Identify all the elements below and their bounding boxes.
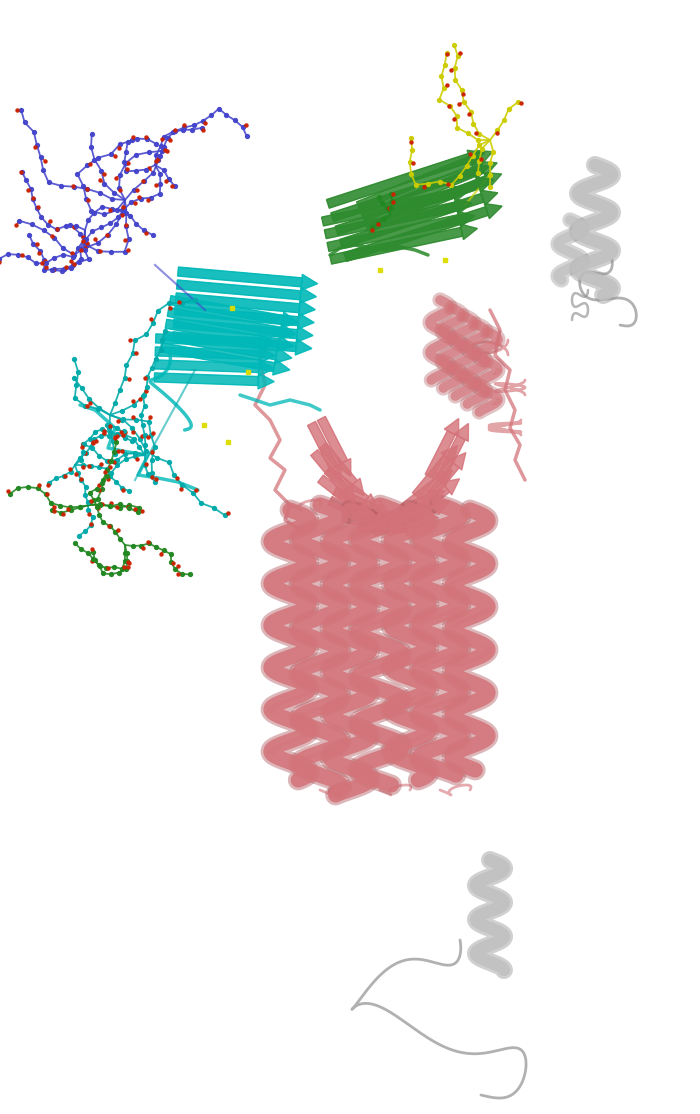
Polygon shape bbox=[298, 313, 314, 329]
Polygon shape bbox=[425, 431, 456, 478]
Polygon shape bbox=[258, 373, 274, 389]
Polygon shape bbox=[327, 215, 460, 252]
Polygon shape bbox=[471, 164, 489, 178]
Polygon shape bbox=[475, 150, 493, 165]
Polygon shape bbox=[452, 186, 469, 202]
Polygon shape bbox=[165, 320, 279, 348]
Polygon shape bbox=[460, 224, 477, 240]
Polygon shape bbox=[480, 190, 498, 205]
Polygon shape bbox=[167, 307, 281, 336]
Polygon shape bbox=[342, 512, 391, 532]
Polygon shape bbox=[155, 346, 260, 360]
Polygon shape bbox=[354, 502, 372, 518]
Polygon shape bbox=[307, 421, 338, 469]
Polygon shape bbox=[376, 505, 393, 519]
Polygon shape bbox=[412, 455, 451, 499]
Polygon shape bbox=[259, 348, 275, 363]
Polygon shape bbox=[317, 417, 348, 465]
Polygon shape bbox=[161, 343, 275, 372]
Polygon shape bbox=[324, 202, 457, 238]
Polygon shape bbox=[155, 360, 259, 372]
Polygon shape bbox=[174, 306, 299, 325]
Polygon shape bbox=[333, 487, 381, 516]
Polygon shape bbox=[441, 446, 457, 463]
Polygon shape bbox=[405, 485, 449, 522]
Polygon shape bbox=[389, 504, 438, 532]
Polygon shape bbox=[154, 373, 258, 385]
Polygon shape bbox=[277, 335, 294, 351]
Polygon shape bbox=[421, 462, 459, 506]
Polygon shape bbox=[163, 331, 277, 360]
Polygon shape bbox=[260, 334, 276, 350]
Polygon shape bbox=[300, 287, 316, 303]
Polygon shape bbox=[457, 212, 475, 227]
Polygon shape bbox=[418, 502, 435, 518]
Polygon shape bbox=[176, 293, 300, 313]
Polygon shape bbox=[326, 154, 471, 208]
Polygon shape bbox=[299, 301, 315, 316]
Polygon shape bbox=[432, 500, 450, 515]
Polygon shape bbox=[176, 280, 301, 300]
Polygon shape bbox=[344, 502, 394, 521]
Polygon shape bbox=[330, 227, 463, 264]
Polygon shape bbox=[273, 360, 290, 375]
Polygon shape bbox=[340, 486, 356, 502]
Polygon shape bbox=[373, 516, 423, 536]
Polygon shape bbox=[321, 189, 454, 226]
Polygon shape bbox=[476, 177, 494, 192]
Polygon shape bbox=[311, 450, 349, 494]
Polygon shape bbox=[358, 522, 407, 532]
Polygon shape bbox=[318, 476, 362, 512]
Polygon shape bbox=[454, 423, 468, 441]
Polygon shape bbox=[155, 334, 260, 346]
Polygon shape bbox=[348, 478, 364, 496]
Polygon shape bbox=[384, 494, 433, 522]
Polygon shape bbox=[427, 490, 445, 505]
Polygon shape bbox=[301, 274, 318, 291]
Polygon shape bbox=[178, 267, 302, 286]
Polygon shape bbox=[435, 470, 453, 486]
Polygon shape bbox=[484, 204, 502, 218]
Polygon shape bbox=[467, 150, 485, 166]
Polygon shape bbox=[371, 515, 389, 529]
Polygon shape bbox=[435, 436, 466, 483]
Polygon shape bbox=[358, 512, 407, 521]
Polygon shape bbox=[391, 509, 409, 525]
Polygon shape bbox=[335, 180, 480, 235]
Polygon shape bbox=[407, 519, 423, 536]
Polygon shape bbox=[480, 162, 497, 176]
Polygon shape bbox=[365, 176, 489, 233]
Polygon shape bbox=[407, 508, 423, 525]
Polygon shape bbox=[258, 360, 274, 377]
Polygon shape bbox=[449, 452, 466, 470]
Polygon shape bbox=[319, 442, 358, 486]
Polygon shape bbox=[296, 326, 313, 342]
Polygon shape bbox=[484, 173, 502, 187]
Polygon shape bbox=[420, 512, 438, 528]
Polygon shape bbox=[169, 295, 284, 324]
Polygon shape bbox=[398, 477, 443, 514]
Polygon shape bbox=[325, 467, 369, 504]
Polygon shape bbox=[275, 348, 292, 363]
Polygon shape bbox=[172, 332, 296, 352]
Polygon shape bbox=[442, 479, 459, 495]
Polygon shape bbox=[340, 194, 484, 248]
Polygon shape bbox=[279, 324, 296, 340]
Polygon shape bbox=[356, 154, 480, 211]
Polygon shape bbox=[370, 506, 420, 525]
Polygon shape bbox=[173, 319, 298, 339]
Polygon shape bbox=[331, 167, 475, 222]
Polygon shape bbox=[444, 419, 458, 437]
Polygon shape bbox=[337, 459, 351, 477]
Polygon shape bbox=[328, 497, 377, 526]
Polygon shape bbox=[361, 494, 379, 510]
Polygon shape bbox=[455, 198, 472, 214]
Polygon shape bbox=[281, 312, 298, 328]
Polygon shape bbox=[361, 165, 484, 222]
Polygon shape bbox=[327, 463, 341, 481]
Polygon shape bbox=[344, 207, 489, 262]
Polygon shape bbox=[295, 339, 312, 355]
Polygon shape bbox=[389, 520, 406, 536]
